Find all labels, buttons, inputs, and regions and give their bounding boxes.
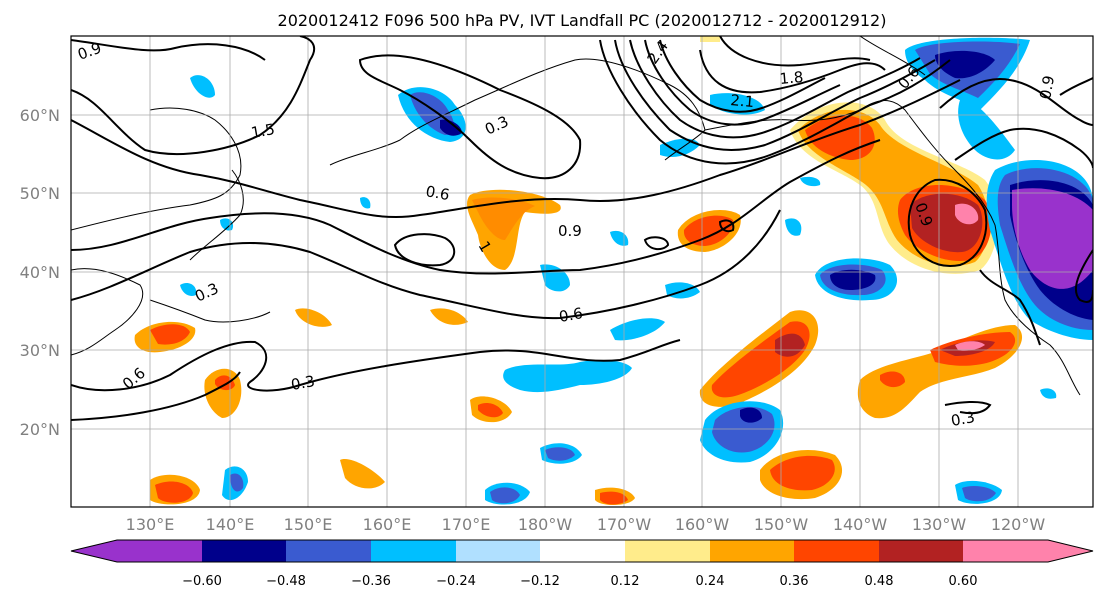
plot-title: 2020012412 F096 500 hPa PV, IVT Landfall… <box>278 11 887 30</box>
gridlines <box>71 36 1093 507</box>
lon-tick-label: 170°W <box>597 515 652 534</box>
colorbar-bin <box>456 540 540 562</box>
colorbar-bin <box>879 540 963 562</box>
colorbar-bin <box>286 540 371 562</box>
colorbar-bin <box>540 540 625 562</box>
lon-tick-label: 160°W <box>675 515 730 534</box>
pv-contours <box>71 36 1093 421</box>
colorbar-tick-label: −0.12 <box>520 574 560 589</box>
lat-tick-label: 20°N <box>20 420 60 439</box>
colorbar-tick-label: −0.36 <box>351 574 391 589</box>
colorbar-bin <box>710 540 794 562</box>
lon-tick-label: 170°E <box>442 515 491 534</box>
map-frame <box>70 35 1094 508</box>
lon-tick-label: 120°W <box>991 515 1046 534</box>
colorbar-extend-high <box>1048 540 1093 562</box>
contour-label: 0.3 <box>290 372 317 394</box>
lon-tick-label: 130°E <box>126 515 175 534</box>
colorbar-tick-label: −0.24 <box>436 574 476 589</box>
colorbar-bin <box>202 540 286 562</box>
colorbar-bin <box>625 540 710 562</box>
colorbar-bin <box>794 540 879 562</box>
lon-tick-label: 150°W <box>754 515 809 534</box>
contour-label: 0.9 <box>558 222 582 240</box>
colorbar-tick-label: −0.48 <box>266 574 306 589</box>
lon-axis: 130°E 140°E 150°E 160°E 170°E 180°W 170°… <box>126 515 1046 534</box>
colorbar-outline <box>70 539 1094 563</box>
lon-tick-label: 140°W <box>833 515 888 534</box>
contour-label: 2.1 <box>730 91 755 111</box>
contour-label: 1.5 <box>250 120 277 142</box>
lon-tick-label: 180°W <box>518 515 573 534</box>
contour-label: 1.8 <box>779 68 804 88</box>
lat-tick-label: 60°N <box>20 106 60 125</box>
lon-tick-label: 130°W <box>912 515 967 534</box>
colorbar-extend-low <box>71 540 117 562</box>
contour-label: 0.9 <box>1036 74 1058 101</box>
colorbar: −0.60 −0.48 −0.36 −0.24 −0.12 0.12 0.24 … <box>70 539 1094 589</box>
colorbar-tick-label: 0.24 <box>696 574 725 589</box>
colorbar-tick-label: 0.60 <box>949 574 978 589</box>
lat-tick-label: 50°N <box>20 184 60 203</box>
contour-label: 0.6 <box>424 182 451 204</box>
colorbar-tick-label: 0.48 <box>865 574 894 589</box>
colorbar-tick-label: 0.12 <box>611 574 640 589</box>
contour-label: 0.3 <box>950 408 977 430</box>
colorbar-bin <box>963 540 1048 562</box>
colorbar-tick-label: 0.36 <box>780 574 809 589</box>
lon-tick-label: 160°E <box>363 515 412 534</box>
lon-tick-label: 150°E <box>284 515 333 534</box>
lat-tick-label: 40°N <box>20 263 60 282</box>
map-panel: 0.9 1.5 0.3 0.6 2.4 2.1 1.8 0.9 0.9 0.6 … <box>70 35 1094 508</box>
lat-tick-label: 30°N <box>20 341 60 360</box>
colorbar-bin <box>371 540 456 562</box>
contour-label: 0.6 <box>558 304 585 326</box>
colorbar-tick-label: −0.60 <box>182 574 222 589</box>
shading-layer <box>134 36 1093 506</box>
colorbar-bin <box>117 540 202 562</box>
lon-tick-label: 140°E <box>206 515 255 534</box>
lat-axis: 60°N 50°N 40°N 30°N 20°N <box>20 106 60 439</box>
